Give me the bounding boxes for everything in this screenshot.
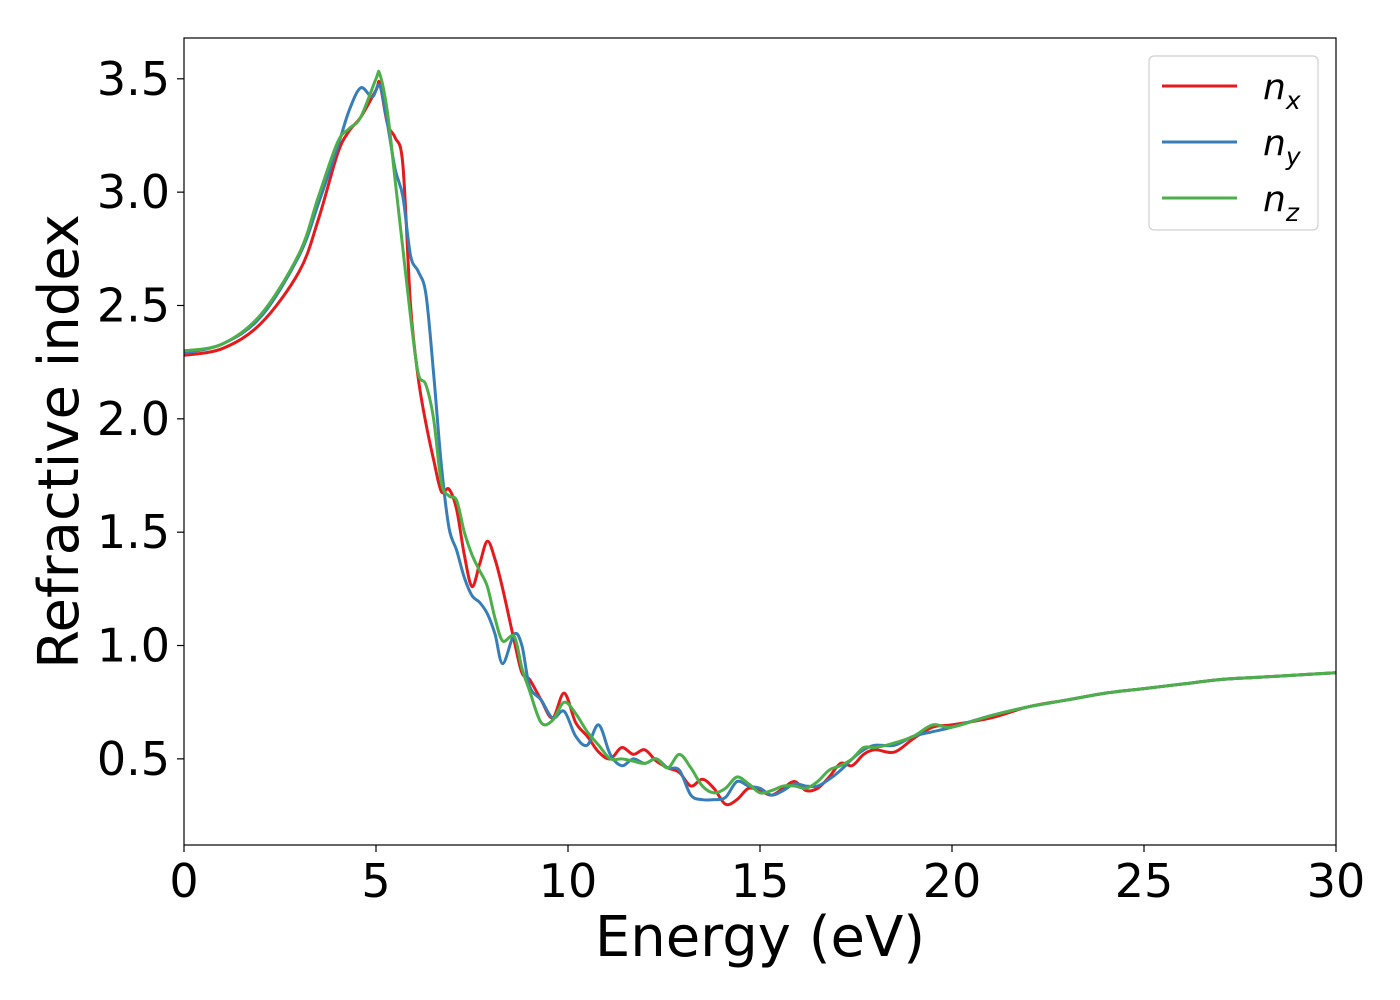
axes: 0 5 10 15 20 25 30 0.5 1.0 1.5 2.0 2.5 3.0 3.5: [97, 37, 1366, 908]
x-tick-label: 15: [731, 854, 790, 908]
y-tick-label: 3.0: [97, 165, 170, 219]
x-axis-title: Energy (eV): [595, 905, 925, 970]
series-line-x: [184, 79, 1336, 807]
y-tick-label: 1.5: [97, 505, 170, 559]
y-tick-label: 2.0: [97, 392, 170, 446]
x-tick-label: 20: [923, 854, 982, 908]
x-tick-label: 10: [539, 854, 598, 908]
y-tick-label: 0.5: [97, 732, 170, 786]
legend-label-z: nz: [1263, 179, 1300, 227]
x-tick-label: 30: [1307, 854, 1366, 908]
series-line-z: [184, 69, 1336, 795]
x-tick-label: 5: [361, 854, 390, 908]
y-axis-title: Refractive index: [27, 214, 92, 669]
plot-area: [184, 69, 1336, 807]
y-tick-label: 2.5: [97, 278, 170, 332]
x-tick-label: 0: [169, 854, 198, 908]
legend-label-x: nx: [1263, 67, 1301, 115]
legend-label-y: ny: [1263, 123, 1302, 171]
legend: nx ny nz: [1148, 55, 1319, 231]
x-tick-label: 25: [1115, 854, 1174, 908]
y-tick-label: 1.0: [97, 619, 170, 673]
y-tick-label: 3.5: [97, 52, 170, 106]
